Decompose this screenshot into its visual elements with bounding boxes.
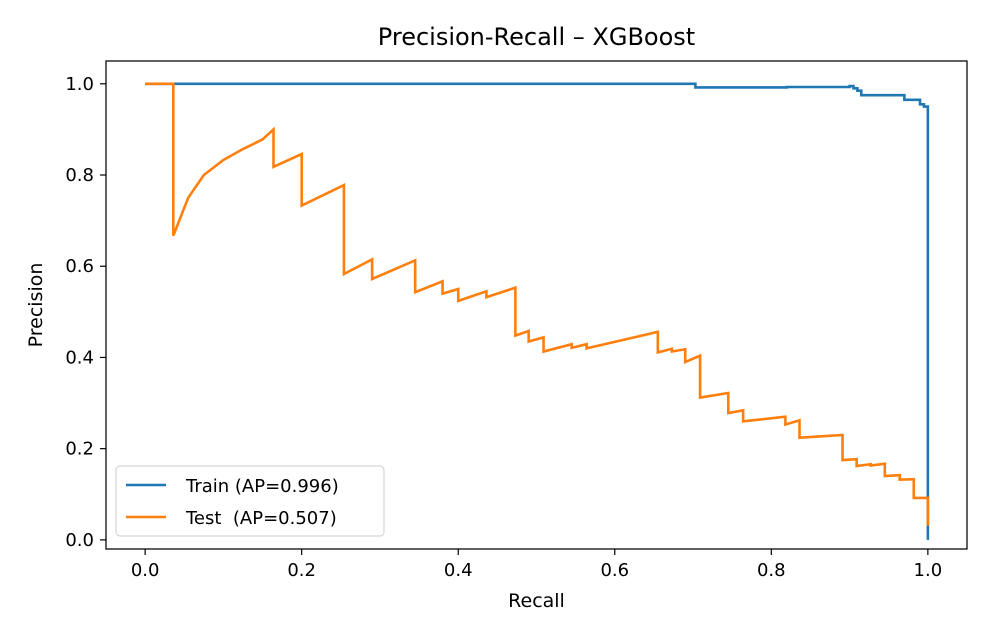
y-tick-label: 0.8: [65, 165, 94, 186]
x-tick-label: 0.6: [600, 560, 629, 581]
plot-area-frame: [105, 60, 968, 550]
x-tick-label: 0.2: [287, 560, 316, 581]
y-tick-label: 0.4: [65, 347, 94, 368]
x-tick-label: 0.4: [444, 560, 473, 581]
series-line-train: [145, 82, 930, 540]
y-tick-label: 0.2: [65, 439, 94, 460]
series-layer: [145, 82, 930, 540]
legend: Train (AP=0.996) Test (AP=0.507): [115, 465, 385, 537]
y-tick-label: 1.0: [65, 74, 94, 95]
legend-box: [115, 465, 385, 537]
series-line-test: [145, 82, 930, 526]
x-tick-label: 0.0: [131, 560, 160, 581]
y-axis-ticks: 0.0 0.2 0.4 0.6 0.8 1.0: [65, 74, 106, 551]
y-axis-label: Precision: [25, 263, 47, 348]
legend-label-test: Test (AP=0.507): [185, 508, 337, 529]
x-axis-ticks: 0.0 0.2 0.4 0.6 0.8 1.0: [131, 549, 942, 581]
y-tick-label: 0.6: [65, 256, 94, 277]
x-axis-label: Recall: [508, 590, 565, 612]
x-tick-label: 1.0: [914, 560, 943, 581]
legend-label-train: Train (AP=0.996): [185, 476, 339, 497]
y-tick-label: 0.0: [65, 530, 94, 551]
x-tick-label: 0.8: [757, 560, 786, 581]
chart-title: Precision-Recall – XGBoost: [378, 23, 695, 51]
